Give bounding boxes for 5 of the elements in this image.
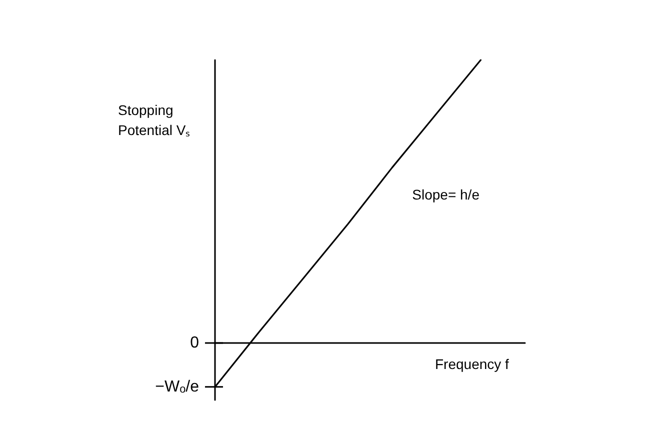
x-axis-title: Frequency f — [435, 356, 510, 372]
annotation: Slope= h/e — [412, 186, 480, 202]
text: 0 — [190, 334, 200, 352]
text: −Wₒ/e — [155, 378, 200, 396]
y-axis-title: Stopping Potential Vₛ — [118, 102, 190, 138]
